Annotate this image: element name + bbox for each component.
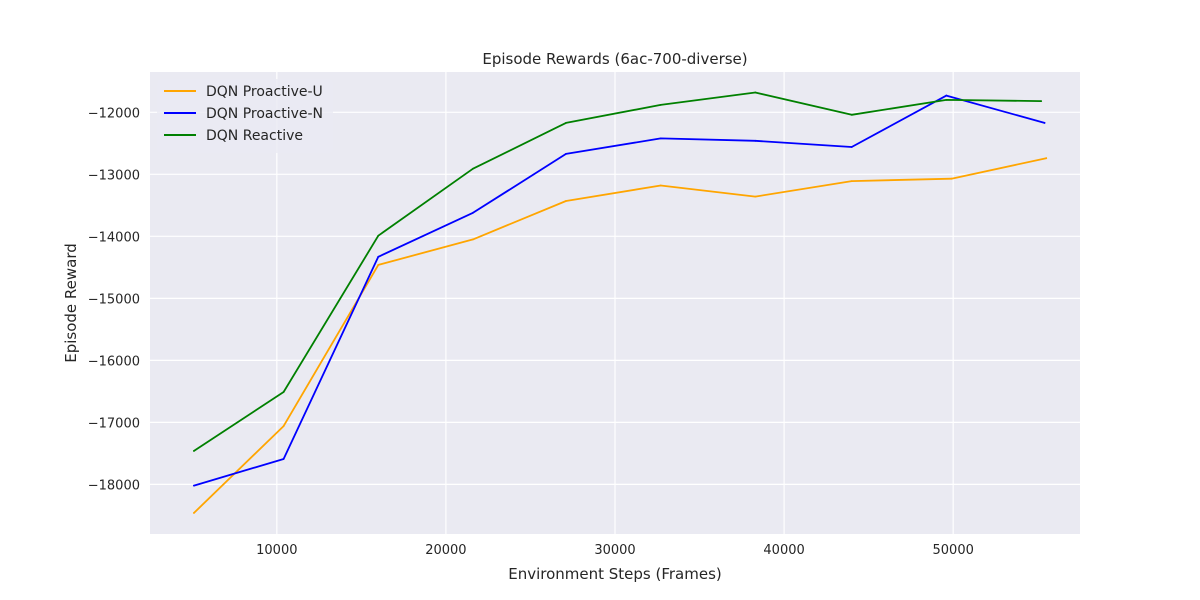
x-axis-label: Environment Steps (Frames) bbox=[508, 565, 722, 583]
data-point-dqn-reactive bbox=[193, 450, 195, 452]
legend: DQN Proactive-U DQN Proactive-N DQN Reac… bbox=[157, 79, 333, 153]
legend-label-reactive: DQN Reactive bbox=[206, 128, 303, 144]
data-point-dqn-reactive bbox=[472, 167, 474, 170]
y-tick-label: −14000 bbox=[88, 230, 140, 245]
data-point-dqn-proactive-n bbox=[754, 139, 757, 142]
data-point-dqn-reactive bbox=[659, 103, 662, 106]
data-point-dqn-proactive-n bbox=[1043, 121, 1046, 124]
data-point-dqn-proactive-n bbox=[565, 152, 567, 155]
series-layer bbox=[193, 91, 1048, 514]
data-point-dqn-proactive-u bbox=[850, 180, 853, 183]
data-point-dqn-proactive-u bbox=[659, 184, 662, 187]
y-tick-label: −12000 bbox=[88, 106, 140, 121]
x-tick-label: 50000 bbox=[933, 543, 974, 558]
chart-title: Episode Rewards (6ac-700-diverse) bbox=[482, 50, 747, 68]
x-tick-label: 40000 bbox=[763, 543, 804, 558]
data-point-dqn-proactive-u bbox=[565, 200, 567, 202]
y-tick-label: −17000 bbox=[88, 416, 140, 431]
data-point-dqn-proactive-u bbox=[377, 263, 380, 266]
data-point-dqn-proactive-u bbox=[472, 238, 474, 241]
y-tick-label: −15000 bbox=[88, 292, 140, 307]
x-tick-label: 20000 bbox=[425, 543, 466, 558]
legend-box bbox=[157, 79, 333, 153]
data-point-dqn-proactive-u bbox=[193, 512, 195, 514]
data-point-dqn-reactive bbox=[850, 113, 853, 116]
series-line-dqn-proactive-u bbox=[193, 157, 1048, 514]
data-point-dqn-proactive-n bbox=[472, 211, 474, 214]
data-point-dqn-proactive-n bbox=[945, 94, 948, 97]
data-point-dqn-proactive-u bbox=[282, 425, 285, 427]
data-point-dqn-proactive-n bbox=[659, 137, 662, 140]
y-tick-label: −16000 bbox=[88, 354, 140, 369]
data-point-dqn-proactive-n bbox=[282, 458, 285, 460]
y-tick-label: −18000 bbox=[88, 478, 140, 493]
data-point-dqn-proactive-u bbox=[1045, 157, 1048, 160]
x-tick-label: 10000 bbox=[256, 543, 297, 558]
data-point-dqn-reactive bbox=[945, 99, 948, 101]
y-tick-label: −13000 bbox=[88, 168, 140, 183]
series-line-dqn-proactive-n bbox=[193, 94, 1046, 487]
x-tick-label: 30000 bbox=[594, 543, 635, 558]
y-axis-label: Episode Reward bbox=[62, 243, 80, 363]
data-point-dqn-reactive bbox=[282, 391, 285, 393]
data-point-dqn-reactive bbox=[377, 234, 380, 237]
data-point-dqn-proactive-n bbox=[377, 255, 380, 258]
ticks: 10000 20000 30000 40000 50000 −18000 −17000 −16… bbox=[88, 106, 974, 558]
data-point-dqn-reactive bbox=[754, 91, 757, 94]
legend-label-proactive-n: DQN Proactive-N bbox=[206, 106, 323, 122]
data-point-dqn-proactive-n bbox=[850, 146, 853, 148]
data-point-dqn-reactive bbox=[1040, 100, 1043, 103]
legend-label-proactive-u: DQN Proactive-U bbox=[206, 84, 323, 100]
series-line-dqn-reactive bbox=[193, 91, 1042, 452]
grid bbox=[150, 72, 1080, 534]
data-point-dqn-reactive bbox=[565, 121, 567, 124]
data-point-dqn-proactive-n bbox=[193, 484, 195, 487]
data-point-dqn-proactive-u bbox=[754, 195, 757, 198]
data-point-dqn-proactive-u bbox=[950, 177, 953, 180]
